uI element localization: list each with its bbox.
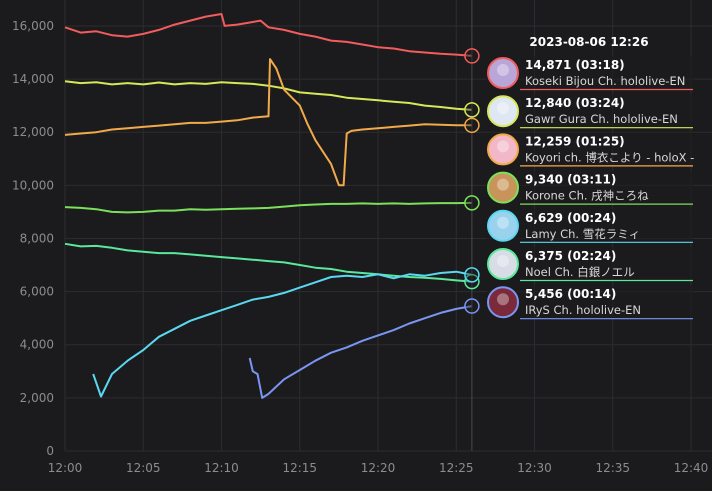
cursor-marker bbox=[464, 267, 480, 283]
tooltip-entry-bg bbox=[486, 247, 693, 281]
y-tick-label: 10,000 bbox=[12, 178, 54, 192]
tooltip-channel-name: Koyori ch. 博衣こより - holoX - bbox=[525, 150, 694, 164]
x-tick-label: 12:30 bbox=[517, 461, 552, 475]
avatar-face bbox=[497, 293, 509, 306]
tooltip-entry-bg bbox=[486, 132, 693, 167]
tooltip-legend: 2023-08-06 12:26 14,871 (03:18) Koseki Bi… bbox=[486, 35, 694, 320]
series-line-irys bbox=[248, 305, 473, 399]
tooltip-value: 5,456 (00:14) bbox=[525, 287, 616, 301]
x-tick-label: 12:10 bbox=[204, 461, 239, 475]
avatar bbox=[487, 57, 519, 89]
cursor-markers bbox=[464, 48, 480, 314]
y-tick-label: 4,000 bbox=[20, 338, 54, 352]
avatar-face bbox=[497, 178, 509, 191]
tooltip-value: 12,259 (01:25) bbox=[525, 134, 625, 148]
series-line-korone bbox=[64, 201, 472, 214]
tooltip-entry: 12,259 (01:25) Koyori ch. 博衣こより - holoX - bbox=[486, 132, 694, 167]
x-tick-label: 12:35 bbox=[595, 461, 630, 475]
tooltip-entry: 14,871 (03:18) Koseki Bijou Ch. hololive-… bbox=[486, 56, 693, 91]
tooltip-channel-name: Noel Ch. 白銀ノエル bbox=[525, 265, 635, 279]
tooltip-value: 14,871 (03:18) bbox=[525, 58, 625, 72]
cursor-marker bbox=[464, 102, 480, 118]
avatar bbox=[487, 95, 519, 128]
tooltip-entry: 5,456 (00:14) IRyS Ch. hololive-EN bbox=[486, 285, 693, 320]
y-tick-label: 0 bbox=[46, 444, 54, 458]
tooltip-entry: 12,840 (03:24) Gawr Gura Ch. hololive-EN bbox=[486, 94, 693, 129]
x-axis-ticks: 12:00 12:05 12:10 12:15 12:20 12:25 12:30 12:35… bbox=[48, 461, 709, 475]
tooltip-entry-bg bbox=[486, 170, 693, 205]
tooltip-entry: 6,375 (02:24) Noel Ch. 白銀ノエル bbox=[486, 247, 693, 282]
tooltip-channel-name: Korone Ch. 戌神ころね bbox=[525, 189, 649, 203]
y-tick-label: 14,000 bbox=[12, 72, 54, 86]
tooltip-entry: 9,340 (03:11) Korone Ch. 戌神ころね bbox=[486, 170, 693, 205]
y-tick-label: 12,000 bbox=[12, 125, 54, 139]
avatar-face bbox=[497, 102, 509, 115]
cursor-marker bbox=[464, 298, 480, 314]
avatar bbox=[487, 286, 519, 319]
x-tick-label: 12:20 bbox=[361, 461, 396, 475]
avatar-face bbox=[497, 140, 509, 153]
x-tick-label: 12:25 bbox=[439, 461, 474, 475]
avatar bbox=[487, 133, 519, 166]
avatar-face bbox=[497, 255, 509, 267]
tooltip-value: 12,840 (03:24) bbox=[525, 96, 625, 110]
tooltip-entry-bg bbox=[486, 94, 693, 129]
x-tick-label: 12:00 bbox=[48, 461, 83, 475]
y-axis-ticks: 0 2,000 4,000 6,000 8,000 10,000 12,000 14,000 1… bbox=[12, 19, 54, 458]
x-tick-label: 12:15 bbox=[282, 461, 317, 475]
tooltip-value: 6,629 (00:24) bbox=[525, 211, 616, 225]
tooltip-value: 9,340 (03:11) bbox=[525, 173, 616, 187]
tooltip-channel-name: Koseki Bijou Ch. hololive-EN bbox=[525, 74, 685, 88]
avatar-face bbox=[497, 64, 509, 76]
tooltip-entry-bg bbox=[486, 208, 693, 243]
tooltip-channel-name: Lamy Ch. 雪花ラミィ bbox=[525, 227, 640, 241]
series-lines bbox=[64, 13, 473, 399]
cursor-marker bbox=[464, 117, 480, 134]
x-tick-label: 12:05 bbox=[126, 461, 161, 475]
cursor-marker bbox=[464, 195, 480, 211]
tooltip-time: 2023-08-06 12:26 bbox=[529, 35, 648, 49]
tooltip-entry-bg bbox=[486, 56, 693, 90]
y-tick-label: 6,000 bbox=[20, 285, 54, 299]
y-tick-label: 16,000 bbox=[12, 19, 54, 33]
series-line-koseki bbox=[64, 13, 472, 57]
cursor-marker bbox=[464, 48, 480, 64]
series-line-lamy bbox=[92, 270, 473, 398]
tooltip-channel-name: Gawr Gura Ch. hololive-EN bbox=[525, 112, 678, 126]
tooltip-value: 6,375 (02:24) bbox=[525, 249, 616, 263]
y-tick-label: 2,000 bbox=[20, 391, 54, 405]
tooltip-entry-bg bbox=[486, 285, 693, 320]
tooltip-entry: 6,629 (00:24) Lamy Ch. 雪花ラミィ bbox=[486, 208, 693, 243]
avatar bbox=[487, 248, 519, 280]
avatar bbox=[487, 209, 519, 242]
y-tick-label: 8,000 bbox=[20, 231, 54, 245]
tooltip-channel-name: IRyS Ch. hololive-EN bbox=[525, 303, 641, 317]
avatar bbox=[487, 171, 519, 204]
x-tick-label: 12:40 bbox=[674, 461, 709, 475]
avatar-face bbox=[497, 216, 509, 229]
series-line-koyori bbox=[64, 58, 472, 187]
